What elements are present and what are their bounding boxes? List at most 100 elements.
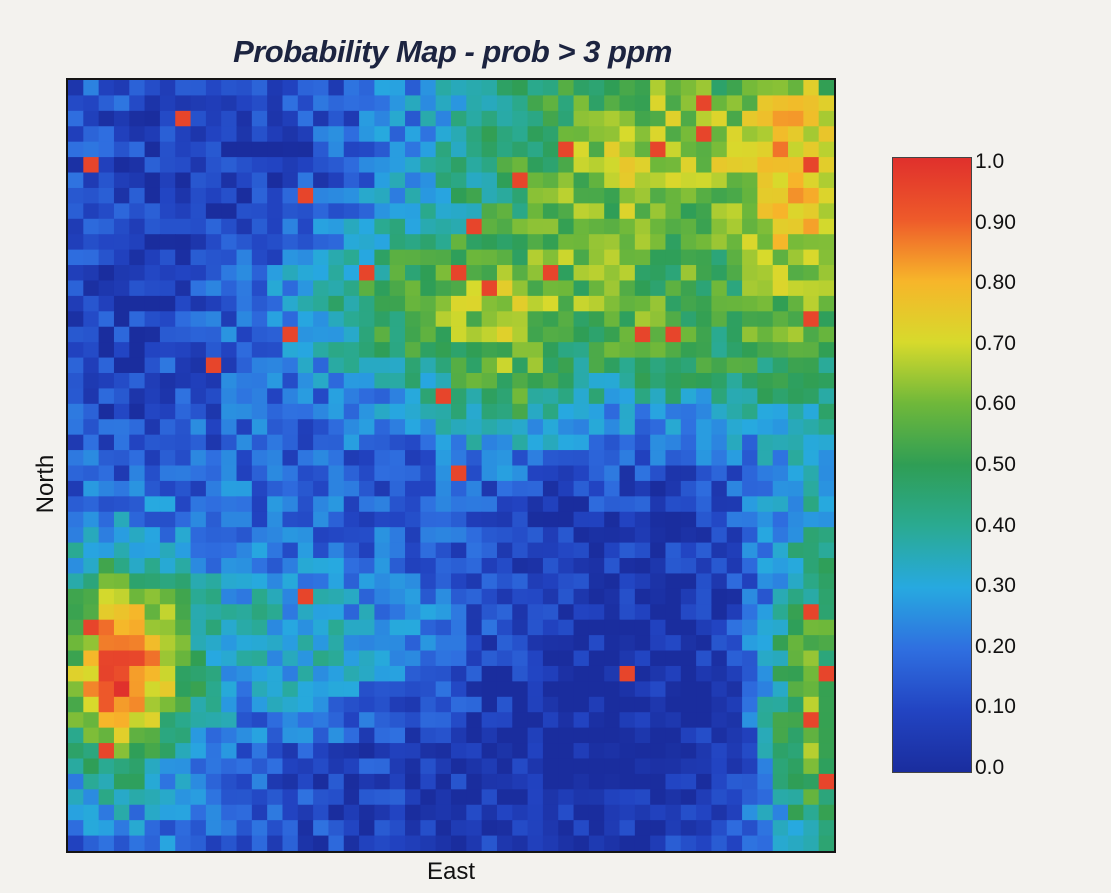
- heatmap-cell: [113, 635, 130, 652]
- heatmap-cell: [481, 511, 498, 528]
- heatmap-cell: [282, 218, 299, 235]
- heatmap-cell: [282, 604, 299, 621]
- heatmap-cell: [190, 804, 207, 821]
- heatmap-cell: [573, 434, 590, 451]
- heatmap-cell: [267, 157, 284, 174]
- heatmap-cell: [772, 743, 789, 760]
- heatmap-cell: [680, 388, 697, 405]
- heatmap-cell: [205, 388, 222, 405]
- heatmap-cell: [435, 480, 452, 497]
- heatmap-cell: [788, 527, 804, 544]
- heatmap-cell: [420, 665, 437, 682]
- heatmap-cell: [665, 681, 682, 698]
- heatmap-cell: [512, 696, 529, 713]
- heatmap-cell: [251, 712, 268, 729]
- heatmap-cell: [267, 820, 284, 837]
- heatmap-cell: [144, 696, 161, 713]
- heatmap-cell: [772, 727, 789, 744]
- heatmap-cell: [221, 604, 238, 621]
- heatmap-cell: [389, 650, 406, 667]
- heatmap-cell: [726, 95, 743, 112]
- heatmap-cell: [159, 696, 176, 713]
- heatmap-cell: [297, 511, 314, 528]
- heatmap-cell: [604, 295, 621, 312]
- heatmap-cell: [267, 172, 284, 189]
- heatmap-cell: [665, 527, 682, 544]
- heatmap-cell: [374, 465, 391, 482]
- heatmap-cell: [313, 835, 330, 851]
- heatmap-cell: [190, 712, 207, 729]
- heatmap-cell: [190, 403, 207, 420]
- heatmap-cell: [512, 110, 529, 127]
- heatmap-cell: [542, 249, 559, 266]
- heatmap-cell: [742, 635, 758, 652]
- heatmap-cell: [481, 218, 498, 235]
- colorbar-tick-label: 1.0: [975, 150, 1005, 173]
- heatmap-cell: [619, 311, 636, 328]
- heatmap-cell: [588, 681, 605, 698]
- heatmap-cell: [711, 542, 728, 559]
- heatmap-cell: [680, 372, 697, 389]
- heatmap-cell: [451, 635, 467, 652]
- heatmap-cell: [481, 126, 498, 143]
- heatmap-cell: [696, 743, 713, 760]
- heatmap-cell: [389, 573, 406, 590]
- heatmap-cell: [496, 157, 513, 174]
- heatmap-cell: [680, 265, 697, 282]
- heatmap-cell: [313, 295, 330, 312]
- heatmap-cell: [313, 187, 330, 204]
- heatmap-cell: [665, 558, 682, 575]
- heatmap-cell: [343, 773, 360, 790]
- heatmap-cell: [144, 280, 161, 297]
- heatmap-cell: [742, 681, 758, 698]
- heatmap-cell: [634, 588, 651, 605]
- heatmap-cell: [389, 789, 406, 806]
- heatmap-cell: [328, 403, 345, 420]
- heatmap-cell: [144, 558, 161, 575]
- heatmap-cell: [297, 203, 314, 220]
- heatmap-cell: [619, 635, 636, 652]
- heatmap-cell: [328, 357, 345, 374]
- heatmap-cell: [481, 619, 498, 636]
- heatmap-cell: [435, 203, 452, 220]
- heatmap-cell: [374, 295, 391, 312]
- heatmap-cell: [650, 619, 667, 636]
- heatmap-cell: [772, 527, 789, 544]
- heatmap-cell: [282, 110, 299, 127]
- heatmap-cell: [98, 265, 115, 282]
- heatmap-cell: [634, 419, 651, 436]
- heatmap-cell: [481, 157, 498, 174]
- heatmap-cell: [98, 727, 115, 744]
- heatmap-cell: [772, 635, 789, 652]
- heatmap-cell: [726, 249, 743, 266]
- heatmap-cell: [98, 342, 115, 359]
- heatmap-cell: [190, 372, 207, 389]
- heatmap-cell: [175, 480, 192, 497]
- heatmap-cell: [742, 465, 758, 482]
- heatmap-cell: [680, 496, 697, 513]
- heatmap-cell: [481, 465, 498, 482]
- heatmap-cell: [542, 480, 559, 497]
- heatmap-cell: [205, 542, 222, 559]
- heatmap-cell: [803, 95, 820, 112]
- heatmap-cell: [665, 126, 682, 143]
- heatmap-cell: [236, 743, 253, 760]
- heatmap-cell: [267, 450, 284, 467]
- heatmap-cell: [711, 588, 728, 605]
- heatmap-cell: [343, 496, 360, 513]
- heatmap-cell: [420, 542, 437, 559]
- heatmap-cell: [159, 480, 176, 497]
- heatmap-cell: [481, 172, 498, 189]
- heatmap-cell: [328, 342, 345, 359]
- heatmap-cell: [144, 573, 161, 590]
- heatmap-cell: [236, 326, 253, 343]
- heatmap-cell: [711, 357, 728, 374]
- heatmap-cell: [251, 496, 268, 513]
- heatmap-cell: [803, 280, 820, 297]
- heatmap-cell: [190, 789, 207, 806]
- heatmap-cell: [297, 758, 314, 775]
- heatmap-cell: [726, 820, 743, 837]
- heatmap-cell: [604, 141, 621, 158]
- heatmap-cell: [466, 388, 483, 405]
- heatmap-cell: [113, 234, 130, 251]
